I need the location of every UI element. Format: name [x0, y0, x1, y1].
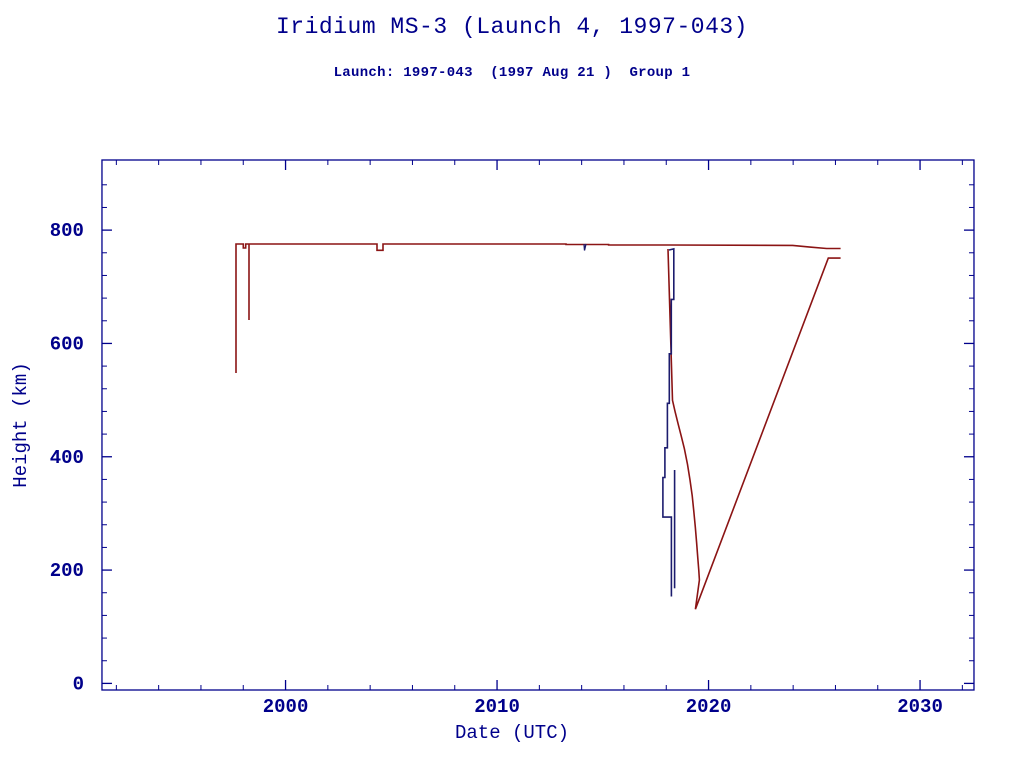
svg-text:400: 400 — [50, 447, 84, 469]
svg-text:2010: 2010 — [474, 696, 520, 718]
svg-text:2030: 2030 — [897, 696, 943, 718]
svg-text:200: 200 — [50, 560, 84, 582]
svg-text:800: 800 — [50, 220, 84, 242]
svg-text:Height (km): Height (km) — [10, 362, 32, 487]
svg-text:0: 0 — [73, 673, 84, 695]
svg-text:2000: 2000 — [263, 696, 309, 718]
svg-text:2020: 2020 — [686, 696, 732, 718]
svg-text:600: 600 — [50, 333, 84, 355]
